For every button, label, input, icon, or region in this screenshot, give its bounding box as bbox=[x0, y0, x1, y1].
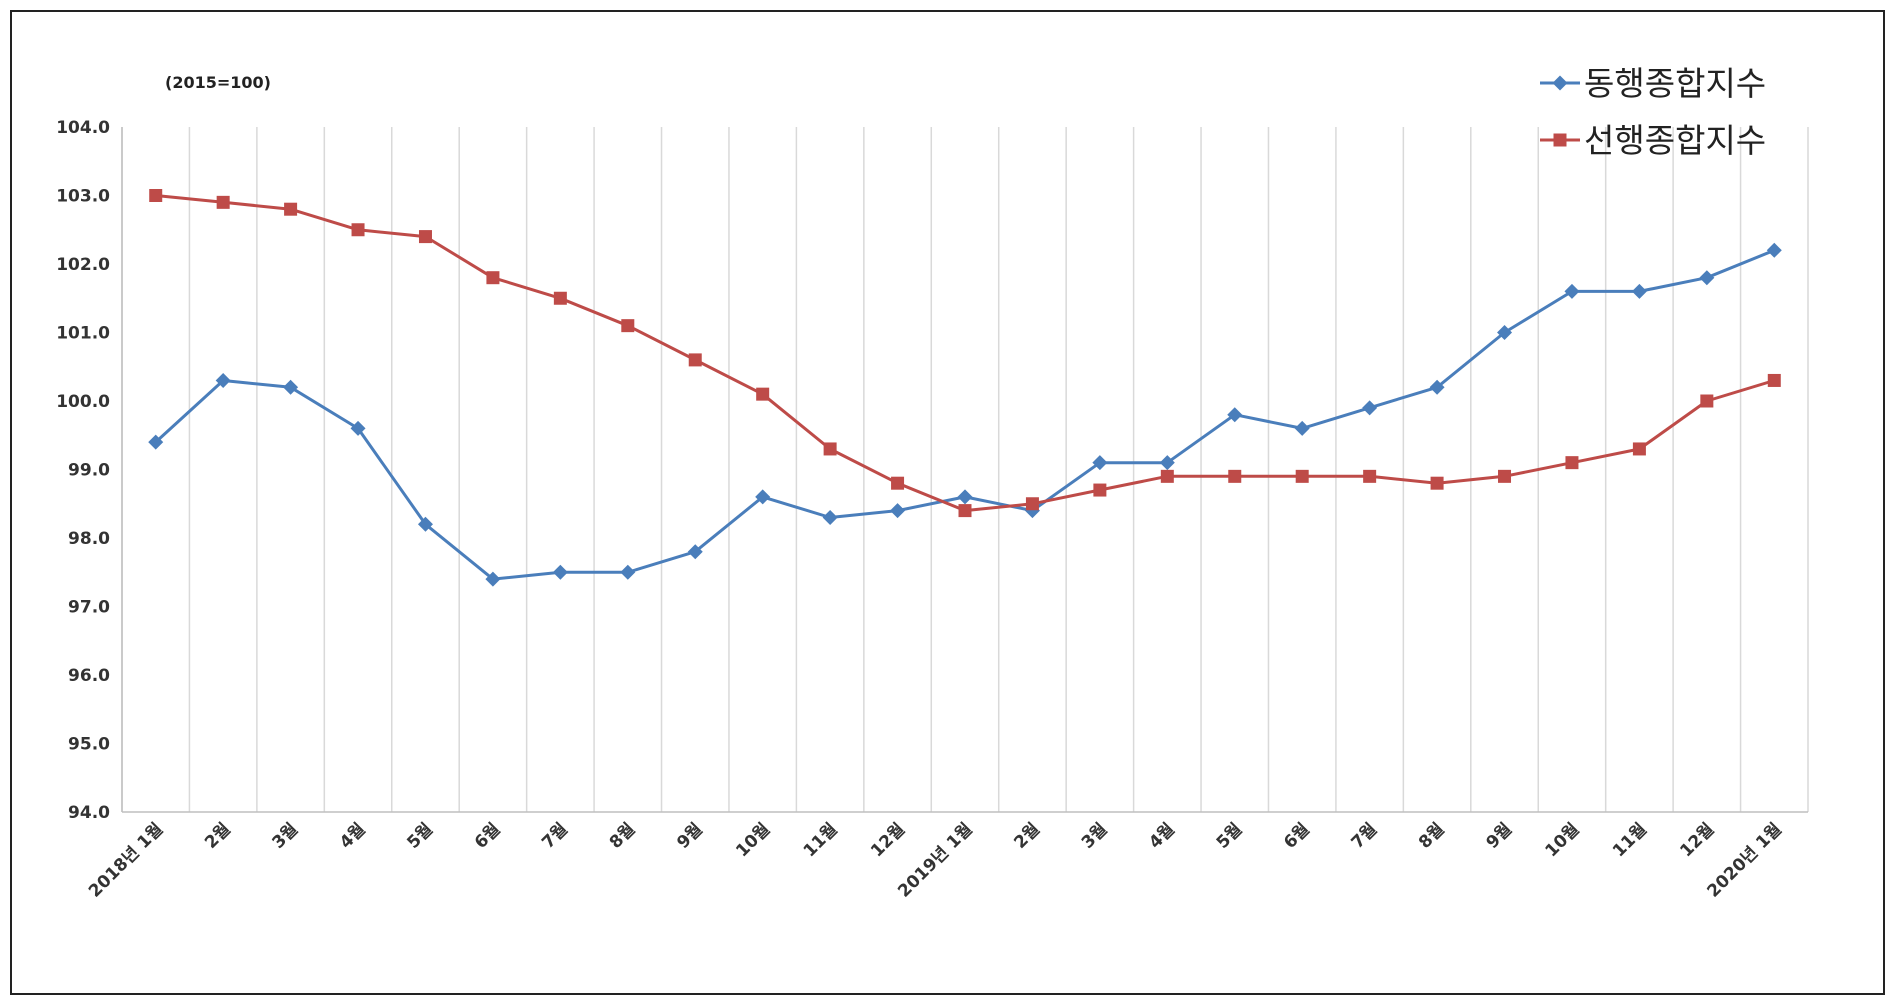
series-line-0 bbox=[154, 248, 1775, 581]
data-point-square bbox=[418, 230, 432, 244]
x-tick-label: 5월 bbox=[1213, 819, 1247, 853]
data-point-square bbox=[1767, 373, 1781, 387]
y-tick-label: 100.0 bbox=[56, 392, 110, 412]
data-point-diamond bbox=[1294, 420, 1310, 436]
data-point-square bbox=[1295, 469, 1309, 483]
y-tick-label: 94.0 bbox=[68, 803, 110, 823]
x-tick-label: 9월 bbox=[673, 819, 707, 853]
y-tick-label: 99.0 bbox=[68, 461, 110, 481]
x-tick-label: 5월 bbox=[403, 819, 437, 853]
data-point-square bbox=[1093, 483, 1107, 497]
data-point-diamond bbox=[1227, 407, 1243, 423]
legend-label: 선행종합지수 bbox=[1584, 121, 1766, 160]
data-point-square bbox=[1160, 469, 1174, 483]
unit-note: (2015=100) bbox=[165, 73, 271, 92]
x-tick-label: 3월 bbox=[1078, 819, 1112, 853]
y-tick-label: 96.0 bbox=[68, 666, 110, 686]
x-tick-label: 12월 bbox=[867, 819, 909, 861]
x-tick-label: 12월 bbox=[1676, 819, 1718, 861]
y-tick-label: 97.0 bbox=[68, 598, 110, 618]
data-point-diamond bbox=[215, 372, 231, 388]
data-point-square bbox=[1632, 442, 1646, 456]
data-point-diamond bbox=[1564, 283, 1580, 299]
data-point-square bbox=[823, 442, 837, 456]
x-tick-label: 11월 bbox=[800, 819, 842, 861]
data-point-square bbox=[1565, 456, 1579, 470]
data-point-square bbox=[1025, 497, 1039, 511]
legend-marker-diamond bbox=[1552, 75, 1568, 91]
data-point-square bbox=[216, 195, 230, 209]
x-tick-label: 2월 bbox=[1010, 819, 1044, 853]
data-point-square bbox=[1430, 476, 1444, 490]
data-point-diamond bbox=[1699, 270, 1715, 286]
data-point-square bbox=[688, 353, 702, 367]
data-point-square bbox=[621, 319, 635, 333]
x-tick-label: 7월 bbox=[1348, 819, 1382, 853]
data-point-diamond bbox=[755, 489, 771, 505]
x-tick-label: 8월 bbox=[1415, 819, 1449, 853]
data-point-square bbox=[1363, 469, 1377, 483]
series-line-1 bbox=[155, 194, 1775, 513]
x-tick-label: 2018년 1월 bbox=[85, 819, 167, 901]
data-point-diamond bbox=[485, 571, 501, 587]
data-point-diamond bbox=[148, 434, 164, 450]
x-tick-label: 6월 bbox=[471, 819, 505, 853]
data-point-diamond bbox=[1362, 400, 1378, 416]
x-tick-label: 7월 bbox=[538, 819, 572, 853]
y-tick-label: 103.0 bbox=[56, 187, 110, 207]
legend-marker-square bbox=[1553, 133, 1567, 147]
y-tick-label: 102.0 bbox=[56, 255, 110, 275]
data-point-square bbox=[891, 476, 905, 490]
data-point-square bbox=[1700, 394, 1714, 408]
data-point-diamond bbox=[687, 544, 703, 560]
y-tick-label: 101.0 bbox=[56, 324, 110, 344]
data-point-diamond bbox=[350, 420, 366, 436]
data-point-diamond bbox=[890, 503, 906, 519]
y-tick-label: 98.0 bbox=[68, 529, 110, 549]
data-point-diamond bbox=[417, 516, 433, 532]
data-point-square bbox=[1228, 469, 1242, 483]
data-point-square bbox=[486, 271, 500, 285]
data-point-square bbox=[284, 202, 298, 216]
data-point-square bbox=[958, 504, 972, 518]
x-tick-label: 11월 bbox=[1609, 819, 1651, 861]
legend-label: 동행종합지수 bbox=[1584, 64, 1766, 103]
data-point-square bbox=[149, 189, 163, 202]
data-point-diamond bbox=[1429, 379, 1445, 395]
x-tick-label: 10월 bbox=[732, 819, 774, 861]
data-point-square bbox=[756, 387, 770, 401]
x-tick-label: 6월 bbox=[1280, 819, 1314, 853]
grid bbox=[121, 127, 1809, 812]
y-tick-label: 95.0 bbox=[68, 735, 110, 755]
data-point-diamond bbox=[1092, 455, 1108, 471]
x-tick-label: 2월 bbox=[201, 819, 235, 853]
axes: 94.0 95.0 96.0 97.0 98.0 99.0 100.0 101.0 102.0 1… bbox=[56, 118, 1808, 902]
x-tick-label: 8월 bbox=[606, 819, 640, 853]
x-tick-label: 10월 bbox=[1542, 819, 1584, 861]
data-point-diamond bbox=[283, 379, 299, 395]
data-point-diamond bbox=[1631, 283, 1647, 299]
x-tick-label: 4월 bbox=[336, 819, 370, 853]
data-point-square bbox=[553, 291, 567, 305]
data-point-diamond bbox=[1159, 455, 1175, 471]
series-group bbox=[148, 189, 1782, 587]
data-point-diamond bbox=[1497, 325, 1513, 340]
data-point-diamond bbox=[1766, 242, 1782, 258]
data-point-diamond bbox=[822, 509, 838, 525]
x-tick-label: 9월 bbox=[1482, 819, 1516, 853]
data-point-diamond bbox=[620, 564, 636, 580]
data-point-square bbox=[351, 223, 365, 237]
x-tick-label: 3월 bbox=[269, 819, 303, 853]
data-point-diamond bbox=[957, 489, 973, 505]
x-tick-label: 4월 bbox=[1145, 819, 1179, 853]
data-point-diamond bbox=[552, 564, 568, 580]
data-point-square bbox=[1498, 469, 1512, 483]
y-tick-label: 104.0 bbox=[56, 118, 110, 138]
